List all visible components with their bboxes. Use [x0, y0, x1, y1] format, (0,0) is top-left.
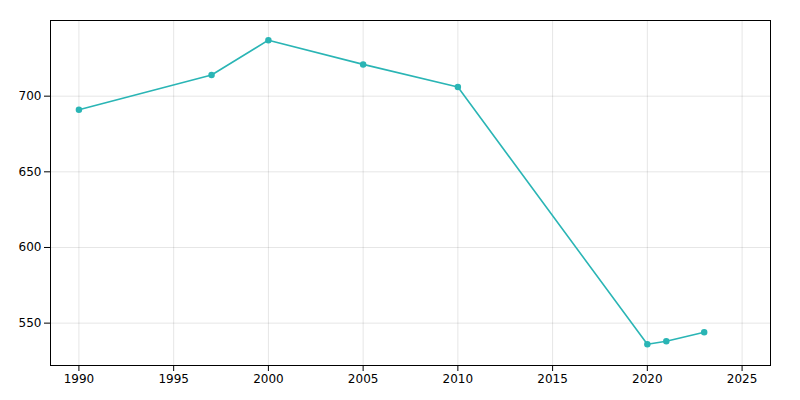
svg-text:2015: 2015 [537, 372, 568, 386]
svg-text:600: 600 [19, 240, 42, 254]
svg-text:1990: 1990 [64, 372, 95, 386]
svg-text:2010: 2010 [443, 372, 474, 386]
svg-text:650: 650 [19, 165, 42, 179]
svg-text:550: 550 [19, 316, 42, 330]
svg-text:700: 700 [19, 89, 42, 103]
svg-text:2025: 2025 [727, 372, 758, 386]
svg-text:1995: 1995 [158, 372, 189, 386]
svg-text:2000: 2000 [253, 372, 284, 386]
svg-text:2005: 2005 [348, 372, 379, 386]
svg-text:2020: 2020 [632, 372, 663, 386]
